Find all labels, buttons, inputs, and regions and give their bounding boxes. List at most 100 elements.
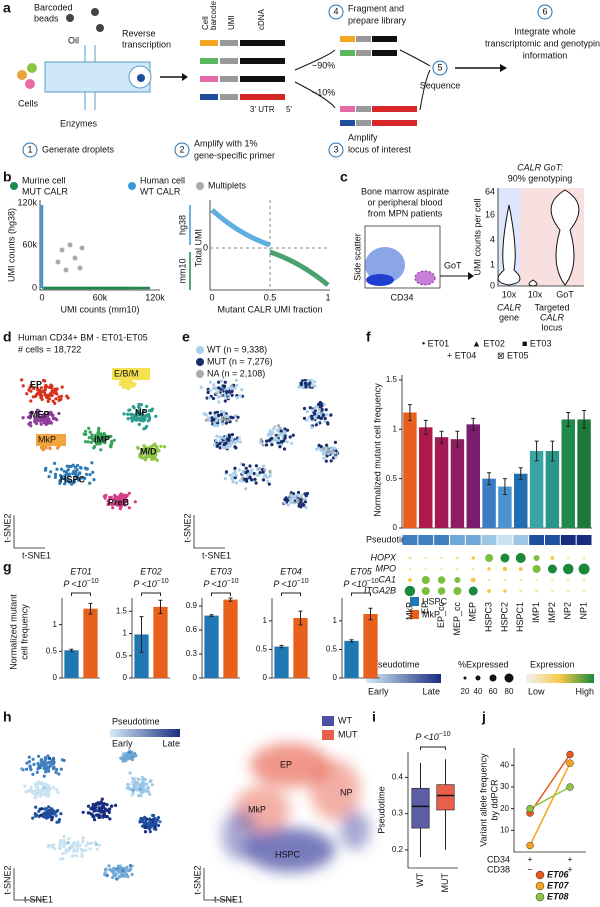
cell-dot [261, 470, 265, 474]
cell-dot [95, 847, 99, 851]
cell-dot [283, 436, 287, 440]
cell-icon [17, 70, 27, 80]
bar [204, 615, 219, 678]
cell-dot [65, 470, 69, 474]
expression-dot [487, 567, 491, 571]
cell-dot [97, 806, 101, 810]
y-tick-label: 10 [500, 825, 509, 834]
line [529, 754, 571, 814]
cell-dot [299, 499, 303, 503]
expression-dot [578, 563, 590, 575]
cell-dot [305, 409, 309, 414]
cell-dot [36, 761, 40, 766]
error-bar [279, 644, 284, 649]
facs-cloud [366, 274, 394, 286]
cell-dot [85, 472, 89, 476]
error-bar [534, 440, 539, 462]
cell-dot [215, 419, 219, 423]
cell-dot [234, 378, 239, 382]
y-tick-label: 1 [263, 616, 268, 625]
cell-dot [87, 811, 91, 815]
title: Human CD34+ BM - ET01-ET05 [18, 332, 148, 342]
error-bar [298, 610, 303, 626]
cell-dot [286, 503, 290, 507]
axis-label: by ddPCR [489, 779, 499, 821]
cell-dot [46, 791, 50, 795]
cell-dot [97, 429, 101, 433]
cluster-label: MkP [38, 434, 56, 444]
cell-dot [38, 789, 42, 793]
cell-dot [137, 794, 141, 798]
cell-dot [305, 418, 309, 422]
cell-dot [75, 845, 80, 849]
region-label: NP [340, 787, 353, 797]
cell-dot [268, 474, 272, 478]
cell-dot [99, 432, 103, 436]
cell-dot [299, 381, 303, 385]
cell-dot [53, 416, 57, 421]
cell-dot [31, 816, 35, 820]
cell-dot [237, 436, 241, 440]
cell-dot [48, 446, 52, 451]
row-label: CD38 [487, 864, 510, 874]
cell-dot [237, 468, 241, 472]
cell-dot [34, 805, 38, 809]
cell-dot [39, 396, 43, 400]
cell-dot [138, 784, 142, 788]
cell-icon [27, 63, 37, 73]
title: CALR GoT: [517, 162, 563, 172]
cell-dot [94, 813, 99, 817]
error-bar [407, 404, 412, 421]
expression-dot [424, 567, 427, 571]
cell-dot [38, 393, 42, 397]
bar [153, 606, 168, 678]
cell-dot [312, 380, 316, 384]
cell-dot [314, 423, 318, 427]
expression-dot [503, 578, 507, 582]
cell-dot [305, 491, 310, 496]
legend-dot [535, 881, 545, 891]
panel-label: h [3, 709, 12, 725]
cell-dot [114, 803, 118, 808]
steps: 1 Generate droplets 2 Amplify with 1% ge… [22, 3, 600, 160]
cell-dot [131, 405, 135, 409]
label: or peripheral blood [367, 197, 442, 207]
expression-dot [532, 565, 541, 573]
pseudotime-cell [545, 535, 560, 545]
cell-dot [109, 501, 113, 505]
cell-dot [49, 392, 53, 396]
cell-dot [44, 761, 48, 766]
cell-dot [62, 834, 66, 839]
cell-dot [262, 464, 266, 468]
cell-dot [27, 755, 31, 759]
cell-dot [49, 807, 53, 811]
cell-dot [95, 440, 99, 444]
p-exponent: −10 [87, 578, 99, 585]
pseudotime-cell [402, 535, 418, 545]
pseudotime-cell [529, 535, 544, 545]
cell-dot [95, 802, 99, 806]
p-text: P <10 [343, 579, 366, 589]
cell-dot [42, 418, 46, 422]
cell-dot [224, 470, 229, 474]
cell-dot [334, 455, 338, 459]
cell-dot [45, 786, 49, 791]
box [436, 784, 455, 811]
gene-label: CA1 [378, 574, 396, 584]
cell-dot [234, 473, 239, 477]
cell-dot [33, 789, 37, 794]
region-label: MkP [248, 804, 266, 814]
cell-dot [25, 392, 29, 396]
cluster-label: PreB [108, 497, 130, 507]
cell-dot [51, 758, 55, 763]
cell-dot [159, 444, 163, 448]
cell-dot [59, 467, 64, 471]
density [222, 743, 370, 872]
expression-dot [408, 567, 412, 571]
bar [450, 439, 465, 528]
legend-title: Pseudotime [112, 716, 160, 726]
cell-dot [149, 779, 153, 783]
expression-dot [582, 578, 586, 582]
cell-dot [244, 466, 248, 470]
tick-label: 60k [93, 292, 108, 302]
